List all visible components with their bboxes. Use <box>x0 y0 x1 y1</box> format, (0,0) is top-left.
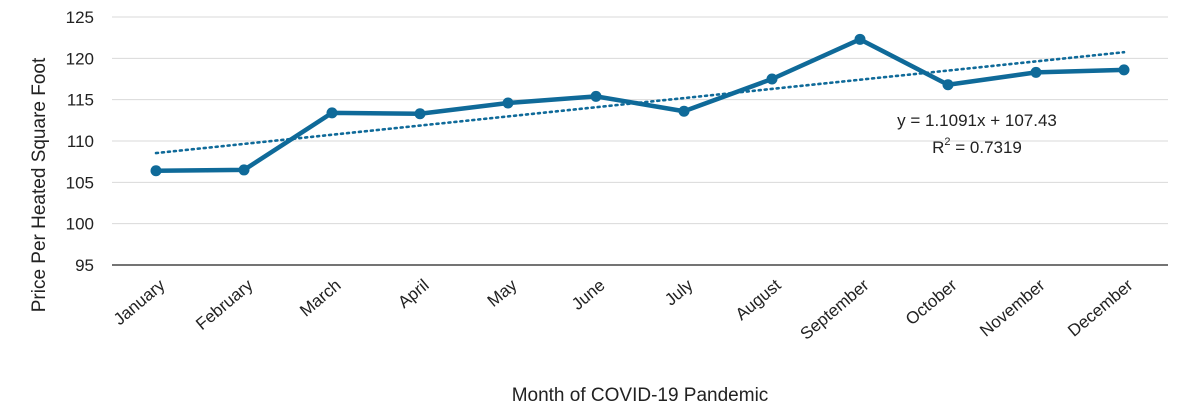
x-axis-title: Month of COVID-19 Pandemic <box>512 385 769 406</box>
y-tick-label: 95 <box>75 256 94 275</box>
series-line <box>153 37 1127 174</box>
data-point <box>502 97 514 109</box>
y-tick-label: 115 <box>67 91 94 110</box>
x-tick-label: January <box>110 275 169 329</box>
x-tick-label: March <box>296 276 344 321</box>
x-tick-label: November <box>976 275 1049 340</box>
x-tick-label: May <box>484 275 521 311</box>
series-layer <box>150 33 1130 177</box>
r-squared-prefix: R <box>932 138 944 157</box>
y-tick-label: 100 <box>66 215 94 234</box>
y-axis-title: Price Per Heated Square Foot <box>29 57 50 312</box>
trendline-r-squared: R2 = 0.7319 <box>932 136 1022 157</box>
y-tick-label: 125 <box>66 8 94 27</box>
trendline-equation: y = 1.1091x + 107.43 <box>897 111 1057 130</box>
data-point <box>1118 64 1130 76</box>
y-tick-labels: 95 100 105 110 115 120 125 <box>66 8 94 275</box>
data-point <box>854 33 866 45</box>
x-tick-label: April <box>394 276 432 312</box>
data-point <box>766 73 778 85</box>
x-tick-label: October <box>902 275 961 329</box>
data-point <box>326 107 338 119</box>
r-squared-exponent: 2 <box>944 136 950 148</box>
y-tick-label: 110 <box>67 132 94 151</box>
x-tick-label: September <box>797 275 873 343</box>
x-tick-label: June <box>568 276 608 314</box>
r-squared-value: = 0.7319 <box>951 138 1022 157</box>
data-point <box>238 164 250 176</box>
data-point <box>414 108 426 120</box>
x-tick-label: July <box>661 275 697 309</box>
data-point <box>678 105 690 117</box>
x-tick-label: February <box>192 275 257 334</box>
data-point <box>1030 66 1042 78</box>
x-tick-label: August <box>732 275 785 324</box>
x-tick-label: December <box>1064 275 1137 340</box>
y-tick-label: 105 <box>66 173 94 192</box>
data-point <box>942 79 954 91</box>
data-point <box>150 165 162 177</box>
y-tick-label: 120 <box>66 49 94 68</box>
x-tick-labels: January February March April May June July Augu… <box>110 275 1137 343</box>
data-point <box>590 90 602 102</box>
